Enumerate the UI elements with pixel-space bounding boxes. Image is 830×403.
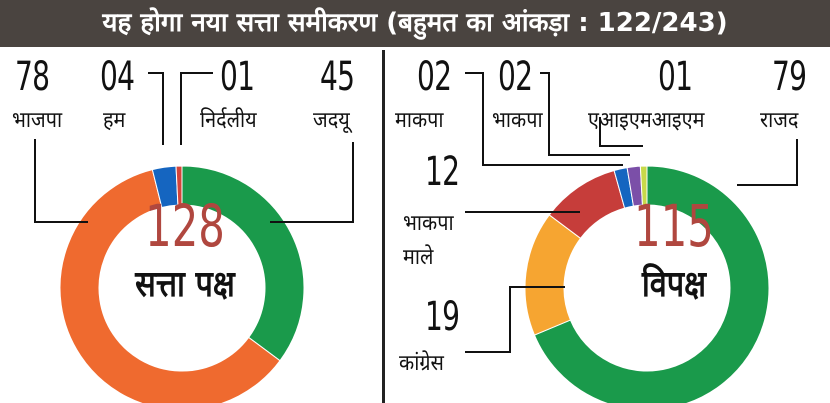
page-title: यह होगा नया सत्ता समीकरण (बहुमत का आंकड़… xyxy=(0,0,830,47)
leader-line-bjp xyxy=(34,139,88,223)
leader-line-cpim xyxy=(465,72,623,166)
ruling-group-label: सत्ता पक्ष xyxy=(135,264,235,305)
slice-value-cpi: 02 xyxy=(498,54,533,100)
ruling-alliance-panel: 78 भाजपा 04 हम 01 निर्दलीय 45 जदयू 128 स… xyxy=(0,47,382,403)
opposition-slice-0 xyxy=(533,165,770,403)
opposition-slice-1 xyxy=(524,214,582,336)
slice-label-congress: कांग्रेस xyxy=(399,351,444,376)
slice-label-bjp: भाजपा xyxy=(12,108,63,133)
slice-value-independent: 01 xyxy=(220,54,255,100)
slice-value-aimim: 01 xyxy=(658,54,693,100)
leader-line-cpi xyxy=(540,72,630,156)
slice-value-bjp: 78 xyxy=(15,54,50,100)
opposition-total: 115 xyxy=(634,192,714,260)
slice-label-cpi: भाकपा xyxy=(492,108,543,133)
leader-line-congress xyxy=(465,286,565,353)
leader-line-jdu xyxy=(270,142,354,223)
ruling-slice-1 xyxy=(59,169,281,403)
slice-label-rjd: राजद xyxy=(760,108,799,133)
opposition-group-label: विपक्ष xyxy=(641,264,707,305)
leader-line-independent xyxy=(180,72,213,145)
slice-value-cpiml: 12 xyxy=(425,149,460,195)
slice-value-congress: 19 xyxy=(425,294,460,340)
slice-label-jdu: जदयू xyxy=(313,108,350,133)
opposition-panel: 02 माकपा 02 भाकपा 01 एआइएमआइएम 79 राजद 1… xyxy=(385,47,830,403)
ruling-donut-chart xyxy=(34,72,354,403)
leader-line-rjd xyxy=(737,139,798,186)
slice-value-rjd: 79 xyxy=(772,54,807,100)
slice-value-ham: 04 xyxy=(100,54,135,100)
ruling-slice-3 xyxy=(175,165,183,206)
slice-label-cpiml: भाकपा माले xyxy=(403,211,454,270)
panel-divider xyxy=(382,50,385,403)
slice-value-cpim: 02 xyxy=(417,54,452,100)
slice-label-aimim: एआइएमआइएम xyxy=(588,108,705,133)
opposition-slice-5 xyxy=(639,165,648,206)
slice-label-ham: हम xyxy=(103,108,126,133)
slice-label-independent: निर्दलीय xyxy=(200,108,257,133)
opposition-donut-chart xyxy=(465,72,798,403)
ruling-slice-0 xyxy=(181,165,305,362)
ruling-total: 128 xyxy=(145,192,225,260)
leader-line-ham xyxy=(148,72,164,145)
leader-line-aimim xyxy=(599,117,643,147)
slice-label-cpim: माकपा xyxy=(395,108,444,133)
slice-value-jdu: 45 xyxy=(320,54,355,100)
